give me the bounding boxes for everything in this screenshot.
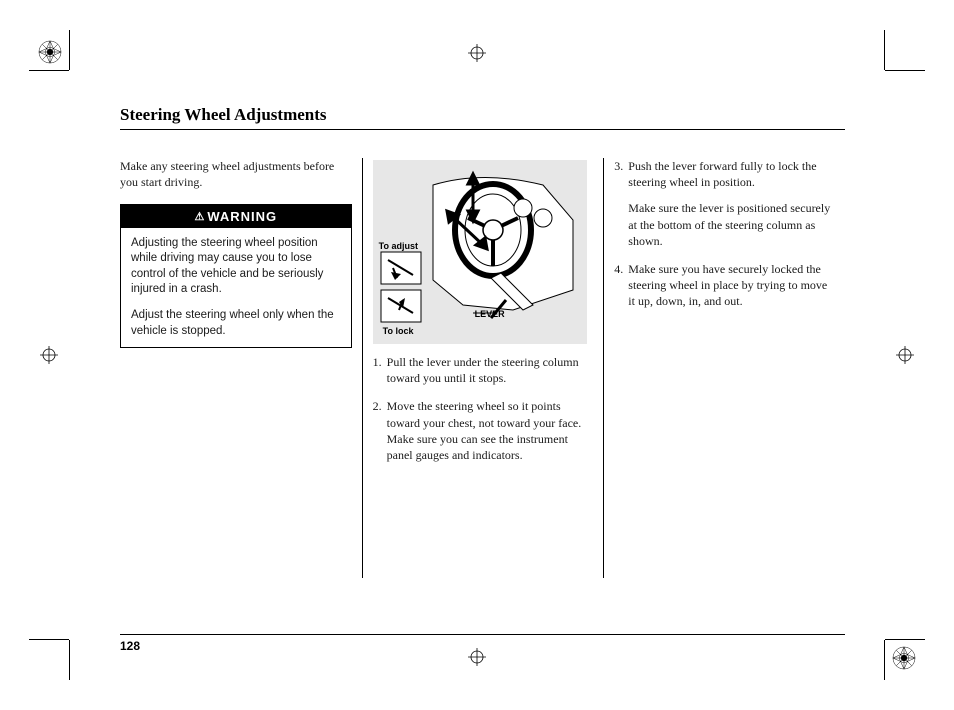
- crop-mark: [884, 640, 885, 680]
- crop-mark: [69, 640, 70, 680]
- step-number: 3.: [614, 158, 628, 249]
- crop-mark: [885, 639, 925, 640]
- step-4: 4. Make sure you have securely locked th…: [614, 261, 835, 310]
- column-3: 3. Push the lever forward fully to lock …: [603, 158, 845, 578]
- column-1: Make any steering wheel adjustments befo…: [120, 158, 362, 578]
- warning-triangle-icon: ⚠: [194, 210, 205, 225]
- crop-mark: [884, 30, 885, 70]
- step-text: Push the lever forward fully to lock the…: [628, 158, 835, 249]
- registration-mark: [892, 646, 916, 670]
- step-number: 4.: [614, 261, 628, 310]
- warning-box: ⚠WARNING Adjusting the steering wheel po…: [120, 204, 352, 348]
- steering-figure: To adjust To lock LEVER: [373, 160, 587, 344]
- crop-mark: [29, 70, 69, 71]
- step-3: 3. Push the lever forward fully to lock …: [614, 158, 835, 249]
- page-title: Steering Wheel Adjustments: [120, 105, 845, 130]
- registration-target: [40, 346, 58, 364]
- registration-target: [896, 346, 914, 364]
- crop-mark: [69, 30, 70, 70]
- manual-page: Steering Wheel Adjustments Make any stee…: [120, 105, 845, 595]
- step-text: Make sure you have securely locked the s…: [628, 261, 835, 310]
- column-2: To adjust To lock LEVER 1. Pull the leve…: [362, 158, 604, 578]
- figure-label-lock: To lock: [383, 325, 414, 337]
- intro-text: Make any steering wheel adjustments befo…: [120, 158, 352, 190]
- step-number: 2.: [373, 398, 387, 463]
- figure-label-adjust: To adjust: [379, 240, 418, 252]
- figure-label-lever: LEVER: [475, 308, 505, 320]
- step-text-main: Push the lever forward fully to lock the…: [628, 159, 816, 189]
- footer-rule: [120, 634, 845, 635]
- step-text: Move the steering wheel so it points tow…: [387, 398, 594, 463]
- registration-mark: [38, 40, 62, 64]
- crop-mark: [29, 639, 69, 640]
- warning-body: Adjusting the steering wheel position wh…: [121, 228, 351, 347]
- warning-label: WARNING: [207, 209, 277, 224]
- registration-target: [468, 648, 486, 666]
- warning-p1: Adjusting the steering wheel position wh…: [131, 236, 341, 298]
- step-number: 1.: [373, 354, 387, 386]
- step-1: 1. Pull the lever under the steering col…: [373, 354, 594, 386]
- content-columns: Make any steering wheel adjustments befo…: [120, 158, 845, 578]
- crop-mark: [885, 70, 925, 71]
- registration-target: [468, 44, 486, 62]
- page-number: 128: [120, 639, 140, 653]
- warning-p2: Adjust the steering wheel only when the …: [131, 308, 341, 339]
- step-text: Pull the lever under the steering column…: [387, 354, 594, 386]
- step-2: 2. Move the steering wheel so it points …: [373, 398, 594, 463]
- step-subtext: Make sure the lever is positioned secure…: [628, 200, 835, 249]
- warning-header: ⚠WARNING: [121, 205, 351, 228]
